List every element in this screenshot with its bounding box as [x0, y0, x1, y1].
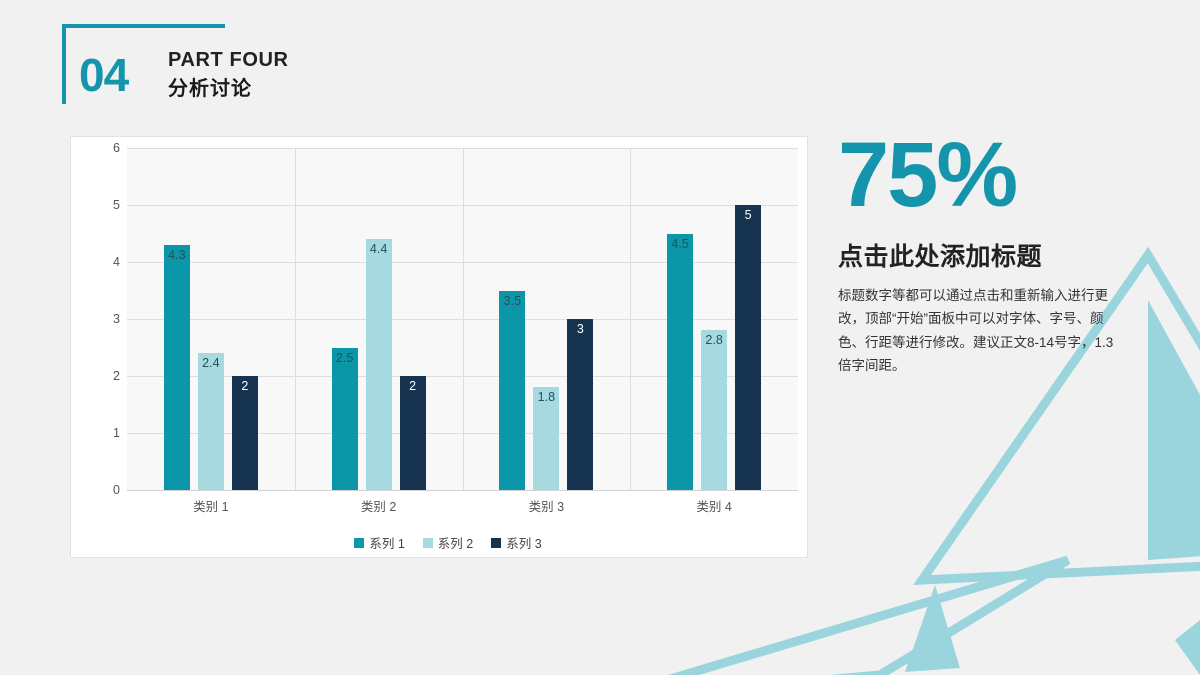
bar[interactable]: 2	[399, 376, 426, 490]
bar-value-label: 4.5	[671, 236, 689, 251]
x-axis-tick: 类别 3	[528, 500, 565, 514]
legend-item[interactable]: 系列 3	[491, 533, 542, 552]
x-axis-tick: 类别 4	[696, 500, 732, 514]
right-panel: 75% 点击此处添加标题 标题数字等都可以通过点击和重新输入进行更改，顶部“开始…	[838, 124, 1138, 377]
y-axis-tick: 2	[113, 369, 120, 383]
bar-group: 3.5 1.8 3	[463, 148, 631, 490]
bar-value-label: 2	[409, 379, 417, 393]
section-header: 04 PART FOUR 分析讨论	[62, 24, 482, 116]
bar-value-label: 2.4	[202, 356, 220, 371]
y-axis-tick: 3	[113, 312, 120, 326]
bar-value-label: 3	[576, 322, 584, 336]
bar-value-label: 2.5	[335, 350, 354, 365]
bar[interactable]: 2.8	[701, 330, 728, 490]
header-text-group: PART FOUR 分析讨论	[168, 49, 289, 101]
y-axis: 0 1 2 3 4 5 6	[98, 141, 120, 497]
right-panel-body[interactable]: 标题数字等都可以通过点击和重新输入进行更改，顶部“开始”面板中可以对字体、字号、…	[838, 288, 1114, 373]
bar[interactable]: 3	[567, 319, 594, 490]
stat-value: 75%	[838, 124, 1018, 226]
legend-label: 系列 2	[437, 537, 474, 551]
y-axis-tick: 5	[113, 198, 120, 212]
x-axis-labels: 类别 1 类别 2 类别 3 类别 4	[127, 496, 798, 518]
section-number: 04	[79, 49, 129, 101]
chart-legend[interactable]: 系列 1 系列 2 系列 3	[98, 533, 798, 552]
bar[interactable]: 2.4	[197, 353, 224, 490]
bar-value-label: 5	[744, 208, 752, 222]
bar[interactable]: 3.5	[499, 290, 526, 490]
y-axis-tick: 0	[113, 483, 120, 497]
legend-item[interactable]: 系列 1	[354, 533, 405, 552]
legend-item[interactable]: 系列 2	[422, 533, 474, 552]
legend-label: 系列 1	[369, 537, 405, 551]
part-label: PART FOUR	[168, 49, 289, 71]
legend-label: 系列 3	[506, 537, 542, 551]
x-axis-tick: 类别 1	[193, 500, 229, 514]
bar-group: 4.5 2.8 5	[630, 148, 798, 490]
bar-value-label: 4.4	[369, 242, 388, 257]
part-title: 分析讨论	[168, 78, 252, 100]
bar-value-label: 1.8	[537, 390, 556, 405]
bar-group: 4.3 2.4 2	[127, 148, 295, 490]
header-bracket-accent	[62, 24, 225, 104]
legend-swatch-icon	[491, 537, 502, 548]
bar[interactable]: 2	[231, 376, 258, 490]
bar-value-label: 3.5	[503, 293, 522, 308]
bar[interactable]: 4.4	[365, 239, 392, 490]
right-panel-title[interactable]: 点击此处添加标题	[838, 243, 1043, 272]
bar-value-label: 2.8	[705, 333, 723, 348]
bar[interactable]: 1.8	[533, 387, 560, 490]
y-axis-tick: 4	[113, 255, 120, 269]
legend-swatch-icon	[354, 537, 365, 548]
chart-card[interactable]: 0 1 2 3 4 5 6 4.3 2.4 2 2.5 4.4 2 3.5 1.8 3 4.5 2.8 5 类别 …	[70, 136, 808, 558]
gridline-vertical	[630, 148, 632, 490]
bar-value-label: 2	[241, 379, 249, 393]
x-axis-tick: 类别 2	[360, 500, 397, 514]
x-axis-line	[127, 490, 798, 491]
bar[interactable]: 4.3	[163, 244, 190, 490]
bar-group: 2.5 4.4 2	[295, 148, 463, 490]
bar[interactable]: 5	[735, 205, 762, 490]
chart-plot-wrapper: 0 1 2 3 4 5 6 4.3 2.4 2 2.5 4.4 2 3.5 1.8 3 4.5 2.8 5 类别 …	[98, 141, 798, 551]
y-axis-tick: 1	[113, 426, 120, 440]
legend-swatch-icon	[422, 537, 433, 548]
bar[interactable]: 2.5	[331, 347, 358, 490]
y-axis-tick: 6	[113, 141, 120, 155]
gridline-vertical	[462, 148, 464, 490]
gridline-vertical	[294, 148, 296, 490]
bar[interactable]: 4.5	[667, 233, 694, 490]
bar-value-label: 4.3	[168, 247, 186, 262]
plot-area: 4.3 2.4 2 2.5 4.4 2 3.5 1.8 3 4.5 2.8 5	[127, 148, 798, 490]
